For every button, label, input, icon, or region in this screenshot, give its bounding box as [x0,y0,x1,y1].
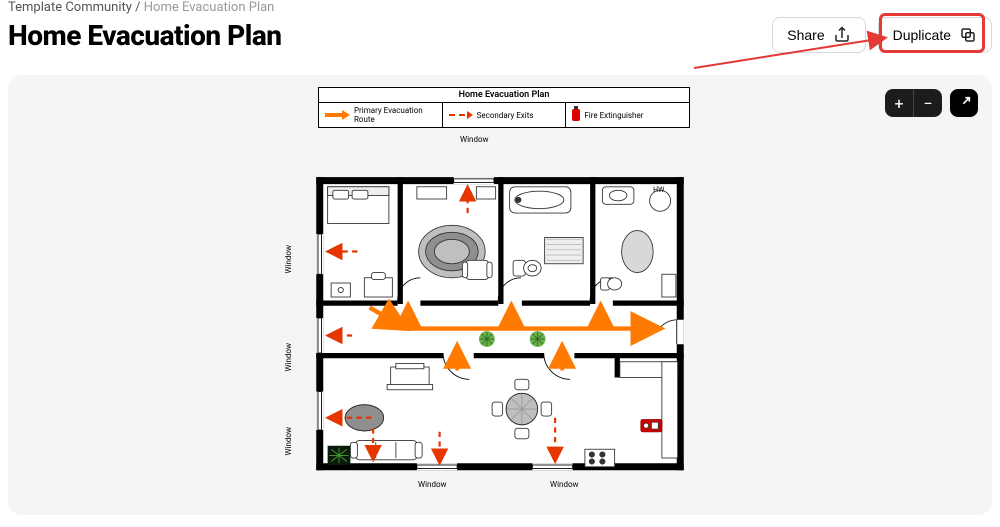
breadcrumb-current: Home Evacuation Plan [144,0,275,15]
zoom-in-button[interactable]: + [885,89,913,117]
legend-ext: Fire Extinguisher [566,103,689,127]
label-window: Window [284,343,293,372]
label-window: Window [418,480,447,489]
duplicate-icon [959,26,977,44]
label-window: Window [284,427,293,456]
canvas-area: + − Home Evacuation Plan Primary Evacuat… [8,75,992,515]
action-bar: Share Duplicate [772,17,992,53]
canvas-tools: + − [885,89,978,117]
zoom-out-button[interactable]: − [914,89,942,117]
breadcrumb-sep: / [135,0,140,15]
plan-svg: HW [280,129,720,479]
breadcrumb: Template Community / Home Evacuation Pla… [8,0,992,15]
share-label: Share [787,27,824,43]
label-window: Window [460,135,489,144]
duplicate-button[interactable]: Duplicate [878,17,992,53]
breadcrumb-root[interactable]: Template Community [8,0,132,15]
plan-legend: Home Evacuation Plan Primary Evacuation … [318,87,690,128]
svg-text:HW: HW [653,186,665,194]
label-window: Window [284,245,293,274]
legend-primary-label: Primary Evacuation Route [354,106,436,124]
legend-title: Home Evacuation Plan [319,88,689,103]
zoom-group: + − [885,89,942,117]
fullscreen-button[interactable] [950,89,978,117]
share-icon [833,26,851,44]
legend-secondary: Secondary Exits [443,103,567,127]
fullscreen-icon [956,95,972,111]
share-button[interactable]: Share [772,17,865,53]
floorplan: Home Evacuation Plan Primary Evacuation … [280,87,720,487]
label-window: Window [550,480,579,489]
page-title: Home Evacuation Plan [8,19,282,52]
legend-secondary-label: Secondary Exits [477,111,534,120]
duplicate-label: Duplicate [893,27,951,43]
legend-ext-label: Fire Extinguisher [584,111,643,120]
legend-primary: Primary Evacuation Route [319,103,443,127]
